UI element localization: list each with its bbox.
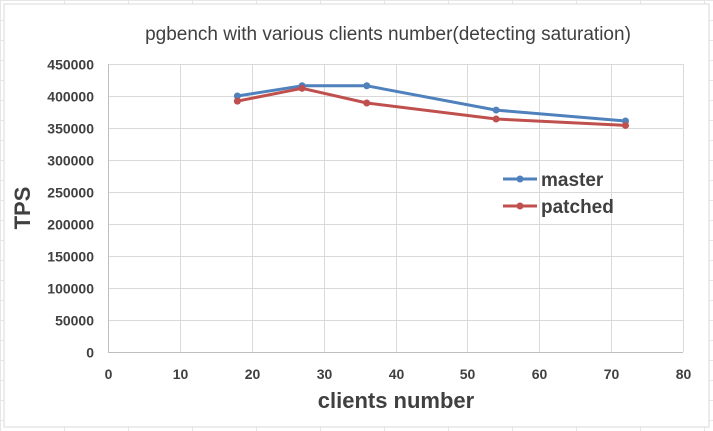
data-point-patched (492, 115, 500, 123)
chart-title: pgbench with various clients number(dete… (145, 24, 631, 45)
x-axis-ticks: 0 10 20 30 40 50 60 70 80 (105, 366, 692, 382)
series-patched (233, 84, 629, 129)
x-tick-label: 20 (245, 366, 261, 382)
legend-item-master: master (503, 170, 604, 191)
x-tick-label: 70 (604, 366, 620, 382)
legend-marker-patched (516, 202, 524, 210)
x-tick-label: 40 (389, 366, 405, 382)
grid-lines (108, 64, 684, 353)
legend-marker-master (516, 175, 524, 183)
x-tick-label: 60 (532, 366, 548, 382)
x-tick-label: 30 (317, 366, 333, 382)
y-axis-title: TPS (10, 187, 35, 230)
data-point-master (363, 82, 371, 90)
x-tick-label: 10 (173, 366, 189, 382)
y-tick-label: 100000 (47, 281, 94, 297)
x-tick-label: 50 (460, 366, 476, 382)
y-tick-label: 300000 (47, 153, 94, 169)
legend-label-master: master (541, 170, 604, 191)
y-tick-label: 250000 (47, 185, 94, 201)
y-tick-label: 350000 (47, 121, 94, 137)
legend: master patched (503, 170, 614, 218)
data-point-patched (363, 99, 371, 107)
series-layer (233, 82, 629, 129)
y-tick-label: 400000 (47, 89, 94, 105)
legend-item-patched: patched (503, 197, 614, 218)
y-tick-label: 150000 (47, 249, 94, 265)
y-tick-label: 50000 (55, 313, 94, 329)
data-point-master (492, 106, 500, 114)
chart-area (3, 3, 710, 428)
data-point-master (233, 92, 241, 100)
legend-label-patched: patched (541, 197, 614, 218)
data-point-patched (622, 121, 629, 129)
y-axis-ticks: 0 50000 100000 150000 200000 250000 300000 3500… (47, 57, 94, 361)
y-tick-label: 200000 (47, 217, 94, 233)
x-tick-label: 80 (676, 366, 692, 382)
x-axis-title: clients number (318, 388, 475, 413)
y-tick-label: 450000 (47, 57, 94, 73)
data-point-patched (233, 97, 241, 105)
y-tick-label: 0 (86, 345, 94, 361)
x-tick-label: 0 (105, 366, 113, 382)
data-point-patched (298, 84, 306, 92)
